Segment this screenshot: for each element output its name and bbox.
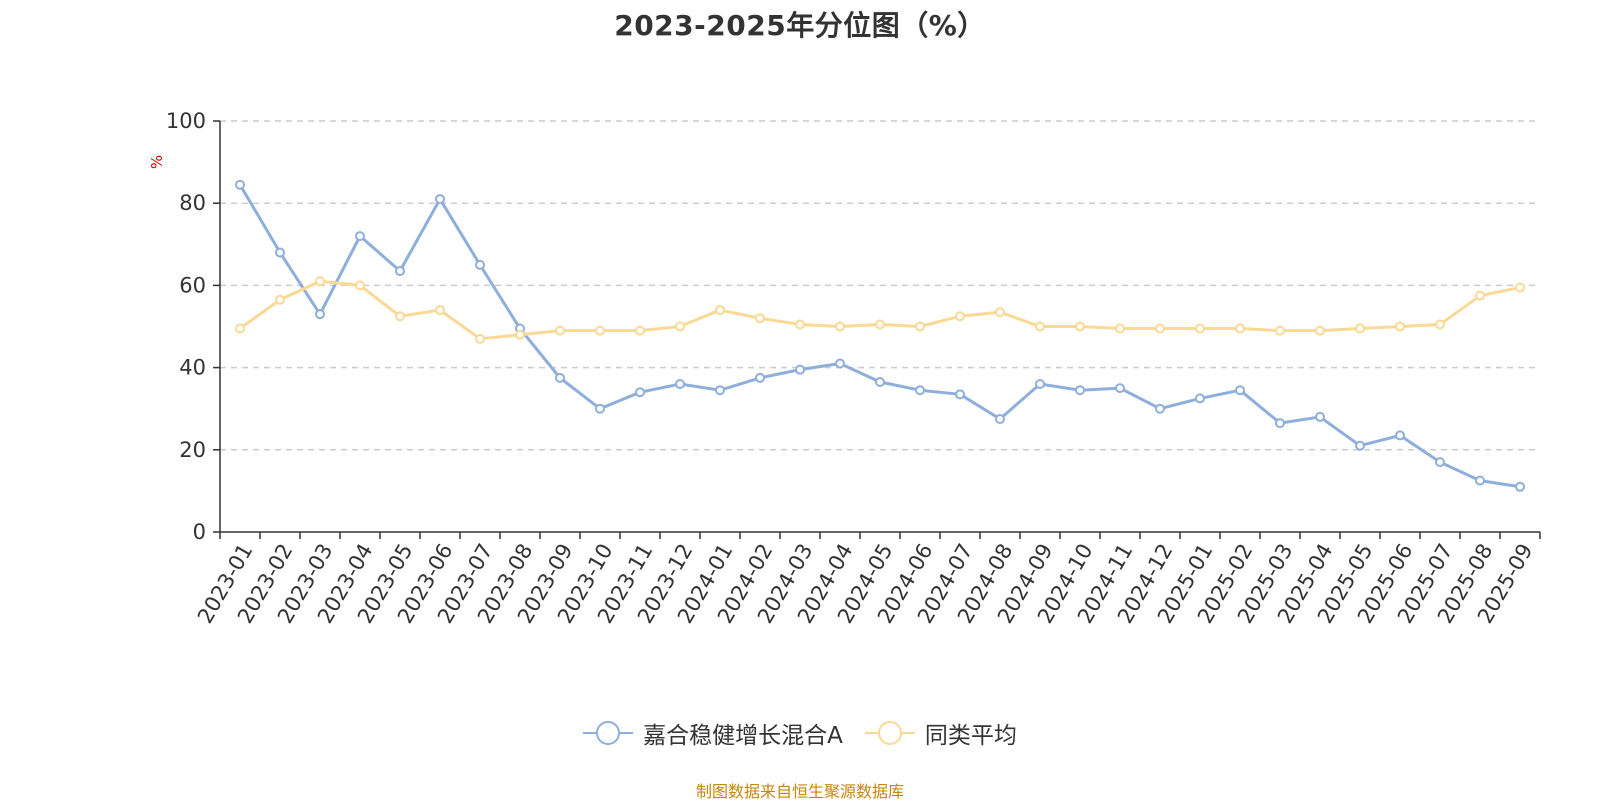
data-point[interactable] bbox=[1195, 323, 1205, 334]
data-point[interactable] bbox=[355, 231, 365, 242]
y-axis-unit-label: % bbox=[148, 155, 166, 169]
legend-line-circle-icon bbox=[864, 721, 915, 745]
data-point[interactable] bbox=[275, 294, 285, 305]
data-point[interactable] bbox=[915, 385, 925, 396]
data-point[interactable] bbox=[1115, 323, 1125, 334]
legend-item-1[interactable]: 嘉合稳健增长混合A bbox=[583, 716, 843, 750]
data-point[interactable] bbox=[1115, 383, 1125, 394]
data-point[interactable] bbox=[1035, 321, 1045, 332]
data-point[interactable] bbox=[515, 329, 525, 340]
data-point[interactable] bbox=[1355, 323, 1365, 334]
data-point[interactable] bbox=[435, 305, 445, 316]
data-point[interactable] bbox=[1235, 323, 1245, 334]
data-point[interactable] bbox=[1075, 321, 1085, 332]
data-point[interactable] bbox=[955, 389, 965, 400]
data-point[interactable] bbox=[315, 276, 325, 287]
data-point[interactable] bbox=[755, 372, 765, 383]
data-point[interactable] bbox=[875, 319, 885, 330]
data-point[interactable] bbox=[835, 358, 845, 369]
data-point[interactable] bbox=[1075, 385, 1085, 396]
data-point[interactable] bbox=[1195, 393, 1205, 404]
data-point[interactable] bbox=[635, 387, 645, 398]
data-point[interactable] bbox=[1475, 290, 1485, 301]
series-line bbox=[239, 279, 1521, 341]
legend-label: 同类平均 bbox=[924, 723, 1017, 749]
data-point[interactable] bbox=[1235, 385, 1245, 396]
data-point[interactable] bbox=[675, 379, 685, 390]
source-note: 制图数据来自恒生聚源数据库 bbox=[695, 782, 904, 801]
legend-item-2[interactable]: 同类平均 bbox=[864, 716, 1017, 750]
data-point[interactable] bbox=[395, 311, 405, 322]
data-point[interactable] bbox=[555, 372, 565, 383]
data-point[interactable] bbox=[995, 307, 1005, 318]
y-axis-ticks: 0 20 40 60 80 100 bbox=[166, 109, 220, 544]
legend-label: 嘉合稳健增长混合A bbox=[643, 723, 843, 749]
data-point[interactable] bbox=[795, 364, 805, 375]
data-point[interactable] bbox=[835, 321, 845, 332]
data-point[interactable] bbox=[635, 325, 645, 336]
data-point[interactable] bbox=[955, 311, 965, 322]
series-2 bbox=[235, 276, 1525, 344]
data-point[interactable] bbox=[1435, 319, 1445, 330]
data-point[interactable] bbox=[475, 259, 485, 270]
y-tick-label: 40 bbox=[179, 356, 206, 380]
data-point[interactable] bbox=[755, 313, 765, 324]
data-point[interactable] bbox=[1155, 403, 1165, 414]
data-point[interactable] bbox=[1155, 323, 1165, 334]
data-point[interactable] bbox=[235, 179, 245, 190]
grid-lines bbox=[220, 120, 1540, 451]
chart-axes bbox=[219, 121, 1540, 533]
data-point[interactable] bbox=[715, 305, 725, 316]
chart-title: 2023-2025年分位图（%） bbox=[614, 9, 986, 42]
y-tick-label: 80 bbox=[179, 191, 206, 215]
data-point[interactable] bbox=[1315, 411, 1325, 422]
data-point[interactable] bbox=[1395, 321, 1405, 332]
data-point[interactable] bbox=[435, 194, 445, 205]
data-point[interactable] bbox=[595, 403, 605, 414]
series-line bbox=[238, 183, 1521, 489]
x-axis-ticks: 2023-012023-022023-032023-042023-052023-… bbox=[193, 532, 1541, 627]
series-lines bbox=[235, 179, 1525, 492]
data-point[interactable] bbox=[235, 323, 245, 334]
data-point[interactable] bbox=[275, 247, 285, 258]
data-point[interactable] bbox=[715, 385, 725, 396]
data-point[interactable] bbox=[315, 309, 325, 320]
y-tick-label: 100 bbox=[166, 109, 206, 133]
series-1 bbox=[235, 179, 1525, 492]
data-point[interactable] bbox=[1355, 440, 1365, 451]
data-point[interactable] bbox=[1275, 418, 1285, 429]
legend: 嘉合稳健增长混合A 同类平均 bbox=[0, 716, 1600, 750]
y-tick-label: 60 bbox=[179, 273, 206, 297]
data-point[interactable] bbox=[875, 376, 885, 387]
y-tick-label: 20 bbox=[179, 438, 206, 462]
data-point[interactable] bbox=[555, 325, 565, 336]
data-point[interactable] bbox=[395, 266, 405, 277]
y-tick-label: 0 bbox=[193, 520, 206, 544]
data-point[interactable] bbox=[1515, 481, 1525, 492]
data-point[interactable] bbox=[795, 319, 805, 330]
data-point[interactable] bbox=[1035, 379, 1045, 390]
data-point[interactable] bbox=[595, 325, 605, 336]
legend-line-circle-icon bbox=[583, 721, 634, 745]
data-point[interactable] bbox=[1515, 282, 1525, 293]
data-point[interactable] bbox=[1395, 430, 1405, 441]
data-point[interactable] bbox=[475, 333, 485, 344]
data-point[interactable] bbox=[1275, 325, 1285, 336]
data-point[interactable] bbox=[1475, 475, 1485, 486]
data-point[interactable] bbox=[675, 321, 685, 332]
data-point[interactable] bbox=[1435, 457, 1445, 468]
data-point[interactable] bbox=[995, 413, 1005, 424]
data-point[interactable] bbox=[355, 280, 365, 291]
data-point[interactable] bbox=[915, 321, 925, 332]
data-point[interactable] bbox=[1315, 325, 1325, 336]
